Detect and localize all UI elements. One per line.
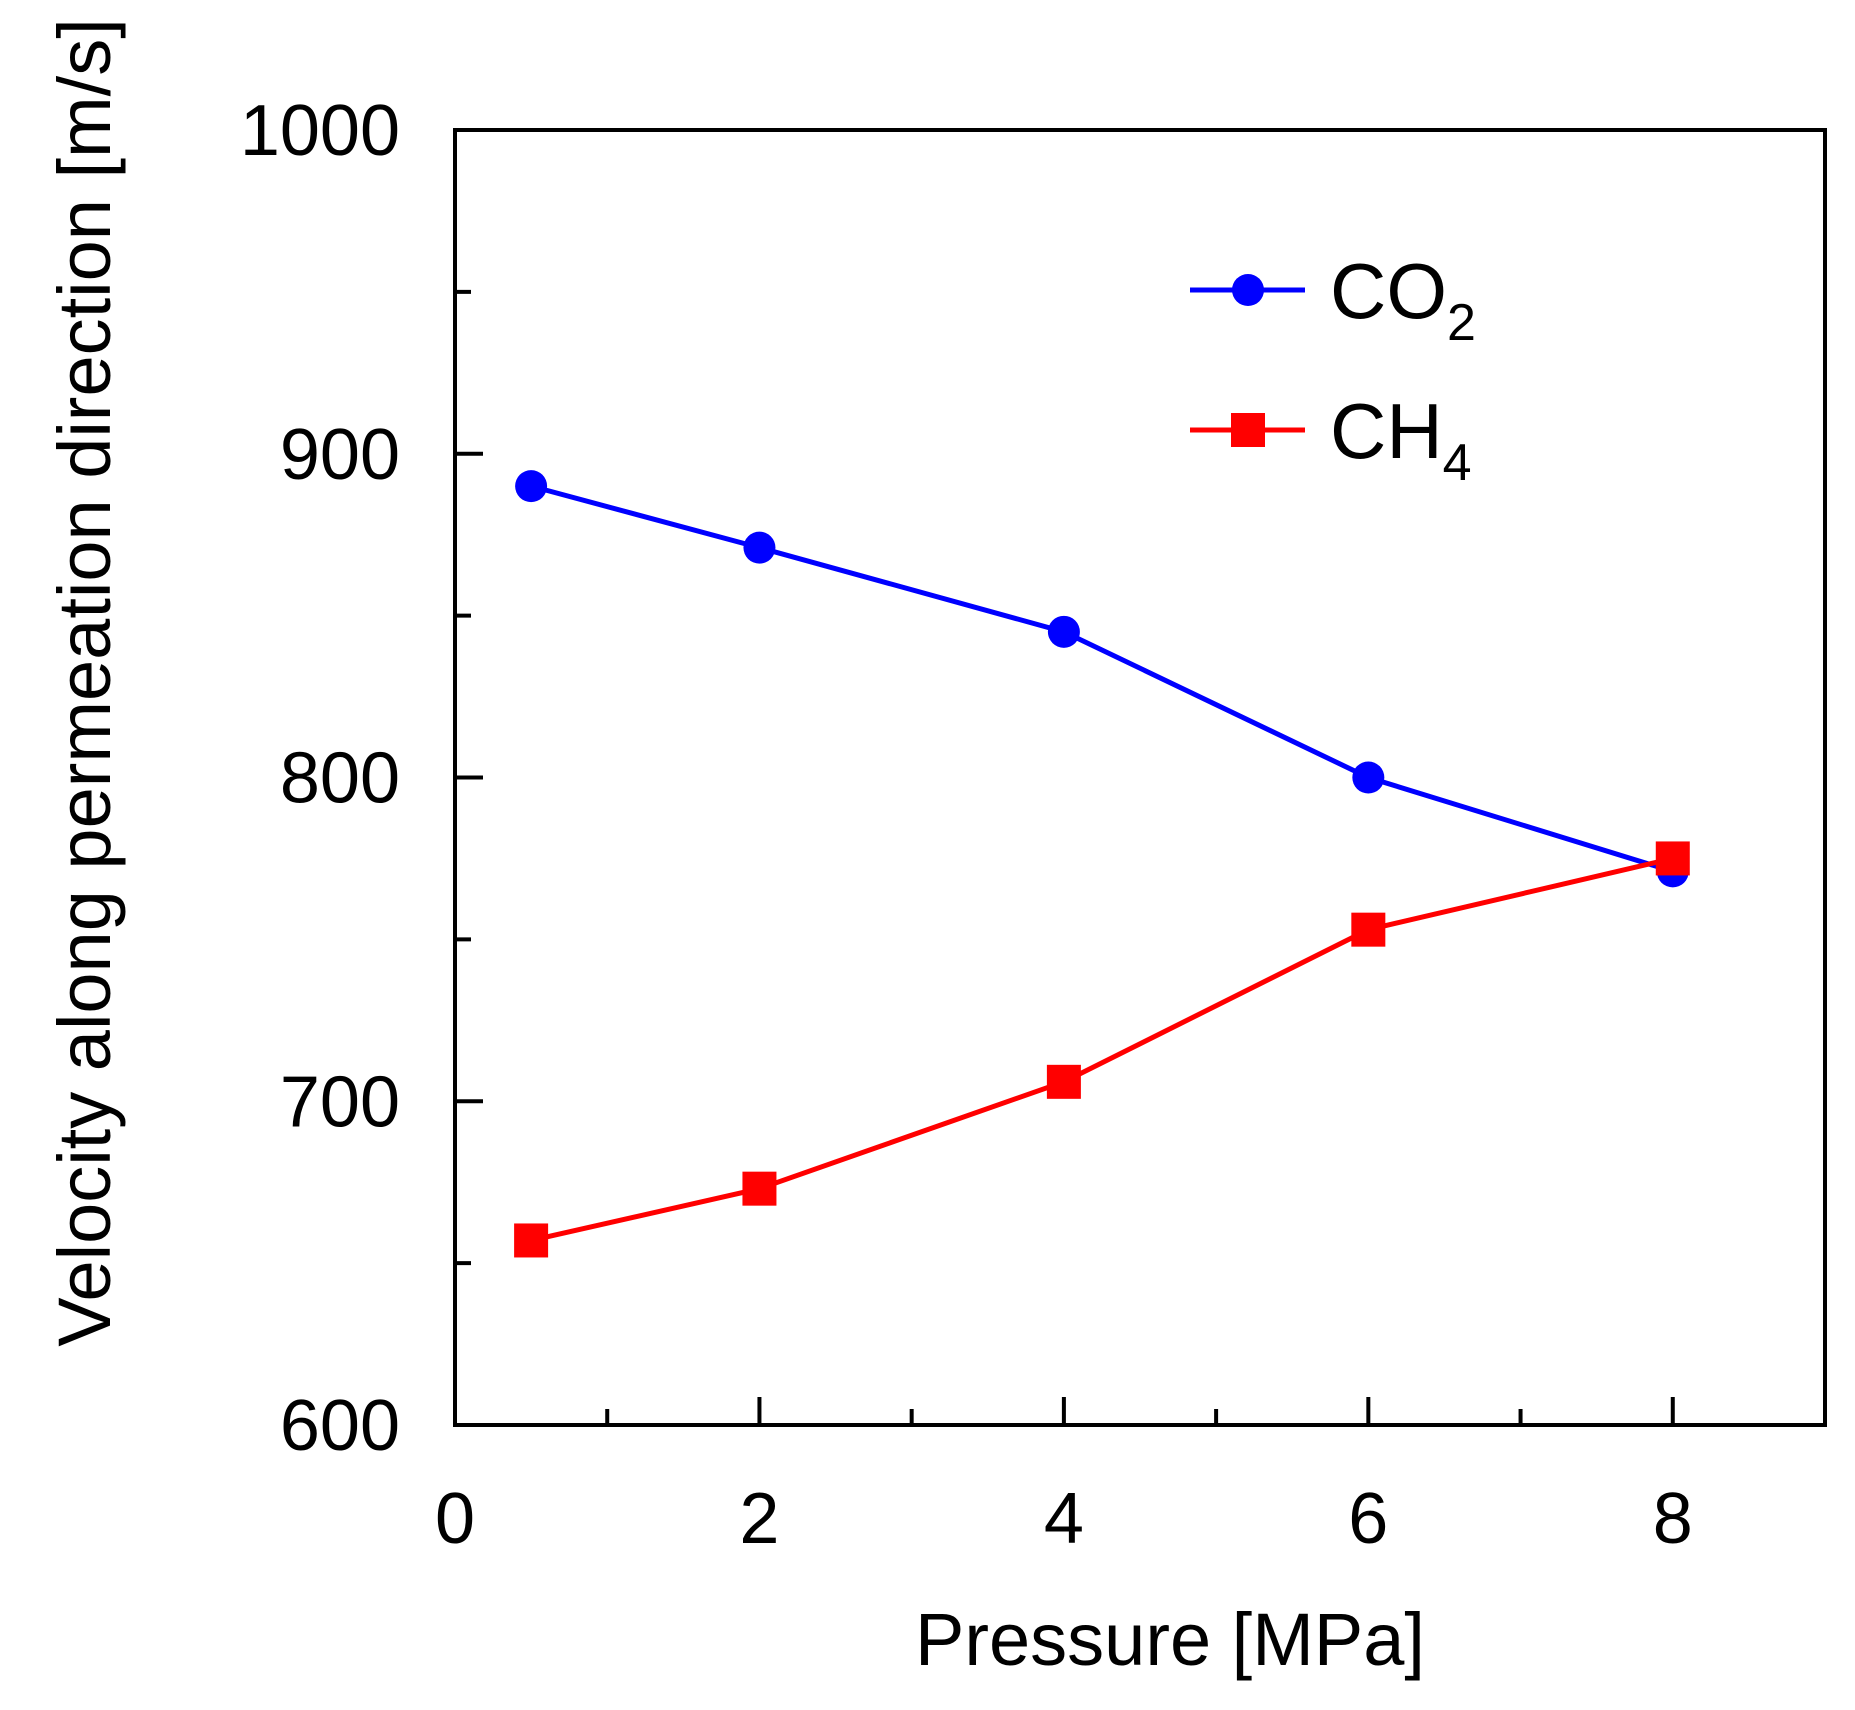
- legend-ch4-label-subscript: 4: [1443, 434, 1472, 492]
- y-axis-label: Velocity along permeation direction [m/s…: [43, 18, 126, 1347]
- ch4-point-3: [1351, 912, 1386, 947]
- co2-point-3: [1352, 761, 1385, 794]
- y-tick-label-700: 700: [280, 1062, 400, 1142]
- data-series: [514, 470, 1690, 1258]
- y-tick-label-900: 900: [280, 415, 400, 495]
- legend-co2-label: CO2: [1330, 247, 1476, 352]
- y-tick-label-800: 800: [280, 739, 400, 819]
- x-axis-label: Pressure [MPa]: [915, 1598, 1425, 1681]
- ch4-point-2: [1046, 1064, 1081, 1099]
- y-tick-label-1000: 1000: [240, 91, 400, 171]
- x-tick-label-0: 0: [435, 1479, 475, 1559]
- ch4-point-0: [514, 1223, 549, 1258]
- co2-point-2: [1047, 615, 1080, 648]
- co2-point-1: [743, 531, 776, 564]
- co2-point-0: [515, 470, 548, 503]
- x-tick-label-6: 6: [1348, 1479, 1388, 1559]
- x-tick-label-2: 2: [739, 1479, 779, 1559]
- legend-co2-label-subscript: 2: [1447, 294, 1476, 352]
- legend-co2-label-base: CO: [1330, 247, 1447, 335]
- legend-ch4-label-base: CH: [1330, 387, 1443, 475]
- legend-ch4-label: CH4: [1330, 387, 1472, 492]
- y-tick-label-600: 600: [280, 1386, 400, 1466]
- ch4-point-1: [742, 1171, 777, 1206]
- x-tick-label-4: 4: [1044, 1479, 1084, 1559]
- plot-frame: [453, 128, 1827, 1427]
- ch4-point-4: [1655, 841, 1690, 876]
- tick-labels: 600 700 800 900 1000 0 2 4 6 8: [240, 91, 1693, 1559]
- x-tick-label-8: 8: [1653, 1479, 1693, 1559]
- legend-co2-marker: [1232, 274, 1264, 306]
- legend-ch4-marker: [1231, 413, 1265, 447]
